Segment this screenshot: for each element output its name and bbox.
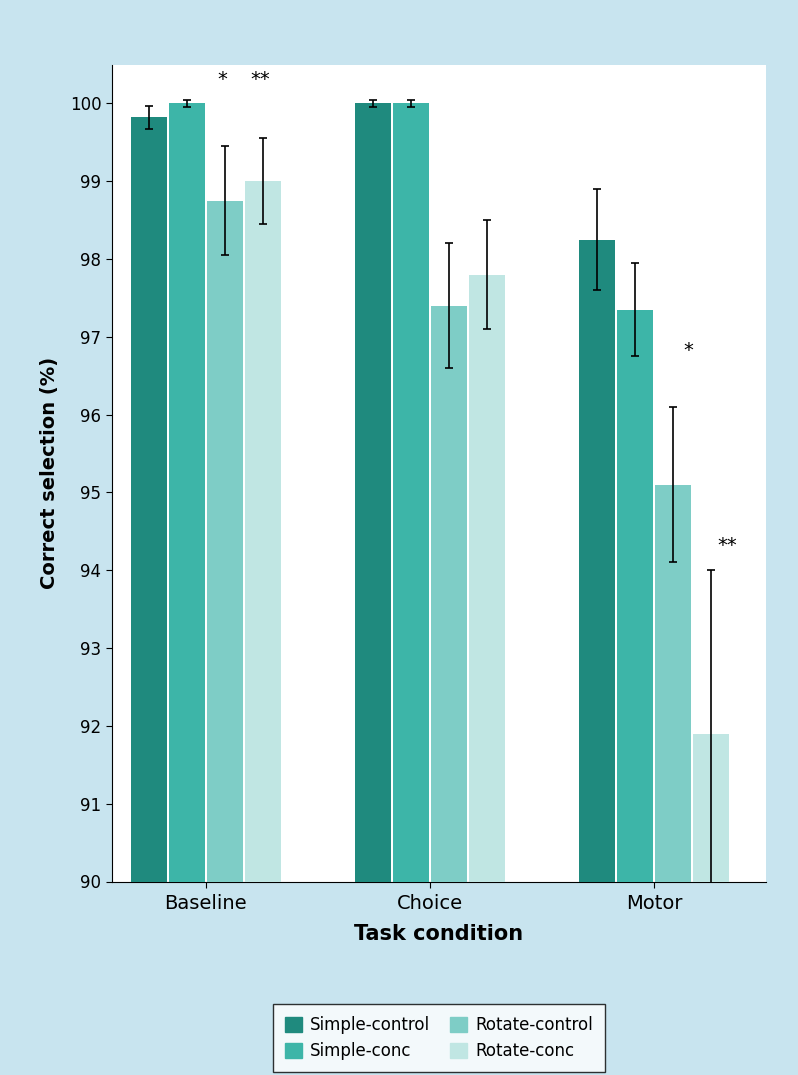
- Text: *: *: [684, 341, 693, 360]
- Bar: [169, 103, 205, 882]
- Y-axis label: Correct selection (%): Correct selection (%): [40, 357, 58, 589]
- Bar: [579, 240, 614, 882]
- Bar: [655, 485, 691, 882]
- Text: **: **: [251, 70, 271, 89]
- Bar: [393, 103, 429, 882]
- Bar: [617, 310, 653, 882]
- Text: **: **: [717, 535, 737, 555]
- Bar: [355, 103, 391, 882]
- Bar: [693, 733, 729, 882]
- Bar: [431, 305, 467, 882]
- Bar: [245, 182, 281, 882]
- X-axis label: Task condition: Task condition: [354, 924, 523, 944]
- Bar: [131, 117, 167, 881]
- Legend: Simple-control, Simple-conc, Rotate-control, Rotate-conc: Simple-control, Simple-conc, Rotate-cont…: [273, 1004, 605, 1072]
- Text: *: *: [218, 70, 227, 89]
- Bar: [469, 274, 505, 881]
- Bar: [207, 201, 243, 882]
